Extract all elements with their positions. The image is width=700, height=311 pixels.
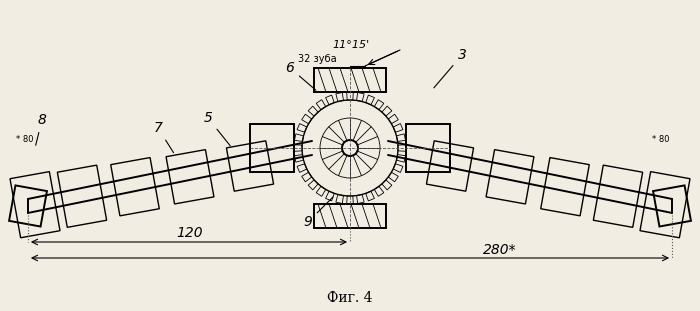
- Bar: [250, 124, 294, 172]
- Text: 280*: 280*: [483, 243, 517, 257]
- Text: 8: 8: [36, 113, 46, 145]
- Bar: [314, 68, 386, 92]
- Text: * 80: * 80: [16, 135, 34, 144]
- Text: 11°15': 11°15': [332, 40, 369, 50]
- Text: 120: 120: [176, 226, 203, 240]
- Bar: [406, 124, 450, 172]
- Text: 7: 7: [153, 121, 174, 153]
- Text: Фиг. 4: Фиг. 4: [328, 291, 372, 305]
- Text: 9: 9: [304, 197, 333, 229]
- Text: 32 зуба: 32 зуба: [298, 54, 337, 64]
- Bar: [314, 204, 386, 228]
- Text: 3: 3: [434, 48, 466, 88]
- Text: 5: 5: [204, 111, 230, 146]
- Text: * 80: * 80: [652, 135, 669, 144]
- Text: 6: 6: [286, 61, 316, 90]
